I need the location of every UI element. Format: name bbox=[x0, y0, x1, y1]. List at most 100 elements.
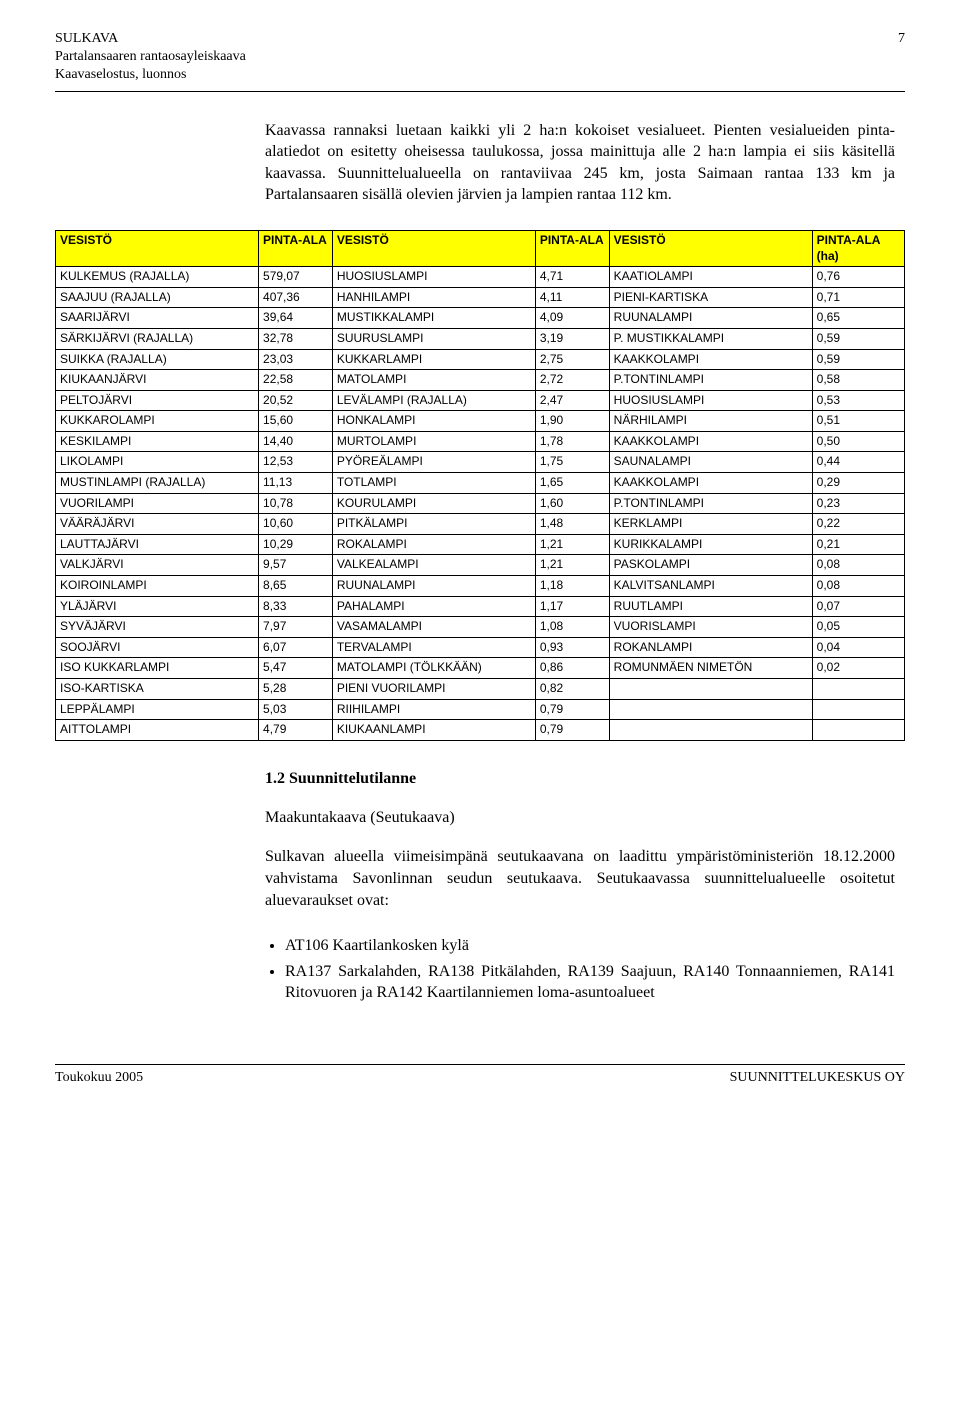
table-cell: 0,51 bbox=[812, 411, 904, 432]
table-row: SAARIJÄRVI39,64MUSTIKKALAMPI4,09RUUNALAM… bbox=[56, 308, 905, 329]
table-row: PELTOJÄRVI20,52LEVÄLAMPI (RAJALLA)2,47HU… bbox=[56, 390, 905, 411]
table-cell: SÄRKIJÄRVI (RAJALLA) bbox=[56, 328, 259, 349]
table-cell: 0,79 bbox=[535, 699, 609, 720]
table-cell: 0,21 bbox=[812, 534, 904, 555]
table-cell bbox=[812, 679, 904, 700]
table-cell: P.TONTINLAMPI bbox=[609, 493, 812, 514]
table-row: MUSTINLAMPI (RAJALLA)11,13TOTLAMPI1,65KA… bbox=[56, 473, 905, 494]
table-cell: PASKOLAMPI bbox=[609, 555, 812, 576]
table-cell: 0,71 bbox=[812, 287, 904, 308]
table-cell: PELTOJÄRVI bbox=[56, 390, 259, 411]
table-cell: MATOLAMPI (TÖLKKÄÄN) bbox=[332, 658, 535, 679]
table-cell: 2,75 bbox=[535, 349, 609, 370]
table-cell: 11,13 bbox=[259, 473, 333, 494]
table-cell: KURIKKALAMPI bbox=[609, 534, 812, 555]
table-cell: KIUKAANJÄRVI bbox=[56, 370, 259, 391]
table-cell: LIKOLAMPI bbox=[56, 452, 259, 473]
header-rule bbox=[55, 91, 905, 92]
table-cell: 2,72 bbox=[535, 370, 609, 391]
table-cell: 3,19 bbox=[535, 328, 609, 349]
table-row: VALKJÄRVI9,57VALKEALAMPI1,21PASKOLAMPI0,… bbox=[56, 555, 905, 576]
table-row: LIKOLAMPI12,53PYÖREÄLAMPI1,75SAUNALAMPI0… bbox=[56, 452, 905, 473]
list-item: RA137 Sarkalahden, RA138 Pitkälahden, RA… bbox=[285, 961, 895, 1004]
table-cell: 12,53 bbox=[259, 452, 333, 473]
table-cell: 8,65 bbox=[259, 576, 333, 597]
table-cell: 4,79 bbox=[259, 720, 333, 741]
table-row: SÄRKIJÄRVI (RAJALLA)32,78SUURUSLAMPI3,19… bbox=[56, 328, 905, 349]
table-cell: LEVÄLAMPI (RAJALLA) bbox=[332, 390, 535, 411]
footer-left: Toukokuu 2005 bbox=[55, 1069, 143, 1087]
table-cell: PAHALAMPI bbox=[332, 596, 535, 617]
table-row: SAAJUU (RAJALLA)407,36HANHILAMPI4,11PIEN… bbox=[56, 287, 905, 308]
table-cell: KALVITSANLAMPI bbox=[609, 576, 812, 597]
table-cell: 15,60 bbox=[259, 411, 333, 432]
table-cell: P. MUSTIKKALAMPI bbox=[609, 328, 812, 349]
table-header-row: VESISTÖPINTA-ALAVESISTÖPINTA-ALAVESISTÖP… bbox=[56, 230, 905, 266]
table-cell: 0,58 bbox=[812, 370, 904, 391]
table-header-cell: PINTA-ALA bbox=[535, 230, 609, 266]
table-row: SUIKKA (RAJALLA)23,03KUKKARLAMPI2,75KAAK… bbox=[56, 349, 905, 370]
table-cell: ROKANLAMPI bbox=[609, 637, 812, 658]
table-cell: 8,33 bbox=[259, 596, 333, 617]
table-row: VUORILAMPI10,78KOURULAMPI1,60P.TONTINLAM… bbox=[56, 493, 905, 514]
table-cell: VASAMALAMPI bbox=[332, 617, 535, 638]
table-cell: 23,03 bbox=[259, 349, 333, 370]
table-cell: 0,50 bbox=[812, 431, 904, 452]
table-cell: KUKKARLAMPI bbox=[332, 349, 535, 370]
table-cell: 0,86 bbox=[535, 658, 609, 679]
table-cell: 10,29 bbox=[259, 534, 333, 555]
table-header-cell: VESISTÖ bbox=[56, 230, 259, 266]
table-cell: SAUNALAMPI bbox=[609, 452, 812, 473]
page-number: 7 bbox=[898, 30, 905, 85]
table-cell: MUSTINLAMPI (RAJALLA) bbox=[56, 473, 259, 494]
table-cell: 0,79 bbox=[535, 720, 609, 741]
table-cell: ISO KUKKARLAMPI bbox=[56, 658, 259, 679]
table-cell: 0,04 bbox=[812, 637, 904, 658]
table-cell: 1,60 bbox=[535, 493, 609, 514]
table-header-cell: PINTA-ALA (ha) bbox=[812, 230, 904, 266]
footer-right: SUUNNITTELUKESKUS OY bbox=[730, 1069, 905, 1087]
table-row: KESKILAMPI14,40MURTOLAMPI1,78KAAKKOLAMPI… bbox=[56, 431, 905, 452]
table-body: KULKEMUS (RAJALLA)579,07HUOSIUSLAMPI4,71… bbox=[56, 267, 905, 741]
table-row: KUKKAROLAMPI15,60HONKALAMPI1,90NÄRHILAMP… bbox=[56, 411, 905, 432]
table-cell: TOTLAMPI bbox=[332, 473, 535, 494]
table-cell: 0,22 bbox=[812, 514, 904, 535]
table-cell bbox=[812, 699, 904, 720]
table-cell: 0,76 bbox=[812, 267, 904, 288]
table-cell: 10,60 bbox=[259, 514, 333, 535]
header-org: SULKAVA bbox=[55, 30, 246, 48]
table-cell: SUURUSLAMPI bbox=[332, 328, 535, 349]
table-cell: 1,21 bbox=[535, 555, 609, 576]
table-cell: 5,28 bbox=[259, 679, 333, 700]
table-row: LEPPÄLAMPI5,03RIIHILAMPI0,79 bbox=[56, 699, 905, 720]
table-cell: 0,53 bbox=[812, 390, 904, 411]
table-cell bbox=[609, 720, 812, 741]
table-cell: VÄÄRÄJÄRVI bbox=[56, 514, 259, 535]
table-cell: SUIKKA (RAJALLA) bbox=[56, 349, 259, 370]
table-cell: 7,97 bbox=[259, 617, 333, 638]
table-cell: SYVÄJÄRVI bbox=[56, 617, 259, 638]
table-row: AITTOLAMPI4,79KIUKAANLAMPI0,79 bbox=[56, 720, 905, 741]
table-cell: 0,05 bbox=[812, 617, 904, 638]
table-cell: PIENI VUORILAMPI bbox=[332, 679, 535, 700]
table-cell: AITTOLAMPI bbox=[56, 720, 259, 741]
table-cell: RUUNALAMPI bbox=[609, 308, 812, 329]
table-cell: KIUKAANLAMPI bbox=[332, 720, 535, 741]
table-cell: VALKJÄRVI bbox=[56, 555, 259, 576]
table-cell: MATOLAMPI bbox=[332, 370, 535, 391]
table-cell: 0,08 bbox=[812, 555, 904, 576]
table-cell: KESKILAMPI bbox=[56, 431, 259, 452]
table-cell bbox=[609, 679, 812, 700]
table-cell: 0,93 bbox=[535, 637, 609, 658]
table-cell: 4,09 bbox=[535, 308, 609, 329]
table-cell: 0,59 bbox=[812, 328, 904, 349]
table-cell: 1,48 bbox=[535, 514, 609, 535]
table-cell: KAAKKOLAMPI bbox=[609, 349, 812, 370]
table-header-cell: PINTA-ALA bbox=[259, 230, 333, 266]
table-cell: HANHILAMPI bbox=[332, 287, 535, 308]
section-paragraph: Sulkavan alueella viimeisimpänä seutukaa… bbox=[265, 846, 895, 911]
table-row: SYVÄJÄRVI7,97VASAMALAMPI1,08VUORISLAMPI0… bbox=[56, 617, 905, 638]
table-cell: 0,23 bbox=[812, 493, 904, 514]
table-cell: 0,82 bbox=[535, 679, 609, 700]
table-cell: SAAJUU (RAJALLA) bbox=[56, 287, 259, 308]
